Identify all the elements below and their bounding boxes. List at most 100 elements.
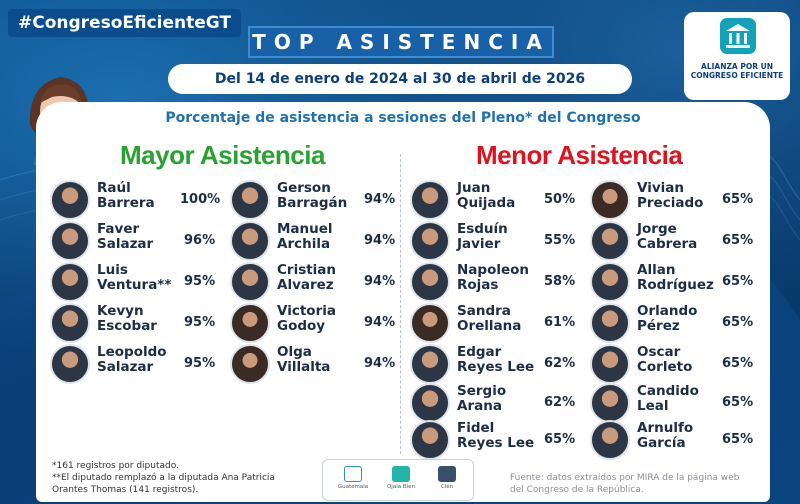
deputy-card: Allan Rodríguez 65%	[590, 262, 760, 302]
divider	[400, 154, 401, 454]
deputy-photo	[50, 303, 90, 343]
deputy-photo	[410, 180, 450, 220]
deputy-photo	[410, 344, 450, 384]
attendance-percent: 94%	[364, 274, 396, 289]
attendance-percent: 96%	[184, 233, 216, 248]
attendance-percent: 94%	[364, 233, 396, 248]
deputy-name: Olga Villalta	[277, 344, 331, 375]
sponsor-logo: Cien	[427, 466, 467, 490]
footnote-1: *161 registros por diputado.	[52, 461, 179, 471]
deputy-name: Manuel Archila	[277, 221, 333, 252]
deputy-card: Fidel Reyes Lee 65%	[410, 420, 580, 460]
sponsor-icon	[344, 466, 362, 482]
building-icon	[720, 18, 756, 54]
deputy-photo	[590, 180, 630, 220]
deputy-name: Jorge Cabrera	[637, 221, 698, 252]
deputy-name: Napoleon Rojas	[457, 262, 530, 293]
deputy-card: Juan Quijada 50%	[410, 180, 580, 220]
deputy-name: Edgar Reyes Lee	[457, 344, 535, 375]
deputy-photo	[50, 344, 90, 384]
deputy-photo	[50, 180, 90, 220]
deputy-photo	[410, 383, 450, 423]
deputy-name: Allan Rodríguez	[637, 262, 714, 293]
deputy-name: Orlando Pérez	[637, 303, 698, 334]
deputy-name: Candido Leal	[637, 383, 699, 414]
high-attendance-title: Mayor Asistencia	[120, 140, 325, 170]
alliance-logo: ALIANZA POR UN CONGRESO EFICIENTE	[684, 12, 790, 100]
deputy-photo	[230, 180, 270, 220]
attendance-percent: 65%	[722, 274, 754, 289]
deputy-card: Oscar Corleto 65%	[590, 344, 760, 384]
attendance-percent: 65%	[722, 315, 754, 330]
deputy-photo	[590, 221, 630, 261]
attendance-percent: 55%	[544, 233, 576, 248]
deputy-card: Candido Leal 65%	[590, 383, 760, 423]
deputy-name: Arnulfo García	[637, 420, 694, 451]
deputy-name: Sergio Arana	[457, 383, 507, 414]
deputy-name: Faver Salazar	[97, 221, 154, 252]
deputy-photo	[230, 344, 270, 384]
deputy-name: Cristian Alvarez	[277, 262, 337, 293]
attendance-percent: 58%	[544, 274, 576, 289]
deputy-name: Leopoldo Salazar	[97, 344, 167, 375]
hashtag-badge: #CongresoEficienteGT	[8, 9, 242, 37]
deputy-name: Juan Quijada	[457, 180, 516, 211]
deputy-card: Luis Ventura** 95%	[50, 262, 220, 302]
deputy-photo	[590, 420, 630, 460]
attendance-percent: 50%	[544, 192, 576, 207]
logo-line-1: ALIANZA POR UN	[701, 62, 773, 71]
footnotes: *161 registros por diputado. **El diputa…	[52, 460, 302, 496]
logo-text: ALIANZA POR UN CONGRESO EFICIENTE	[688, 62, 786, 80]
deputy-name: Victoria Godoy	[277, 303, 336, 334]
deputy-card: Gerson Barragán 94%	[230, 180, 400, 220]
attendance-percent: 62%	[544, 356, 576, 371]
deputy-photo	[590, 383, 630, 423]
attendance-percent: 94%	[364, 192, 396, 207]
deputy-card: Jorge Cabrera 65%	[590, 221, 760, 261]
attendance-percent: 65%	[544, 432, 576, 447]
deputy-card: Manuel Archila 94%	[230, 221, 400, 261]
deputy-photo	[590, 303, 630, 343]
deputy-card: Esduín Javier 55%	[410, 221, 580, 261]
deputy-card: Napoleon Rojas 58%	[410, 262, 580, 302]
sponsor-icon	[438, 466, 456, 482]
deputy-card: Vivian Preciado 65%	[590, 180, 760, 220]
chart-subtitle: Porcentaje de asistencia a sesiones del …	[165, 110, 641, 126]
attendance-percent: 94%	[364, 356, 396, 371]
sponsor-logo: Ojala Bien	[381, 466, 421, 490]
deputy-name: Luis Ventura**	[97, 262, 172, 293]
deputy-card: Victoria Godoy 94%	[230, 303, 400, 343]
deputy-card: Orlando Pérez 65%	[590, 303, 760, 343]
deputy-name: Vivian Preciado	[637, 180, 704, 211]
source-note: Fuente: datos extraídos por MIRA de la p…	[510, 473, 740, 495]
deputy-photo	[50, 221, 90, 261]
deputy-name: Oscar Corleto	[637, 344, 693, 375]
attendance-percent: 94%	[364, 315, 396, 330]
deputy-name: Sandra Orellana	[457, 303, 522, 334]
deputy-photo	[590, 344, 630, 384]
attendance-percent: 95%	[184, 356, 216, 371]
logo-line-2: CONGRESO EFICIENTE	[690, 71, 784, 80]
page-title: TOP ASISTENCIA	[248, 26, 554, 58]
deputy-photo	[50, 262, 90, 302]
attendance-percent: 65%	[722, 192, 754, 207]
deputy-card: Kevyn Escobar 95%	[50, 303, 220, 343]
deputy-photo	[230, 262, 270, 302]
sponsor-logo: Guatemala	[333, 466, 373, 490]
content-panel: Porcentaje de asistencia a sesiones del …	[36, 102, 770, 502]
deputy-card: Raúl Barrera 100%	[50, 180, 220, 220]
deputy-name: Gerson Barragán	[277, 180, 348, 211]
attendance-percent: 100%	[180, 192, 221, 207]
sponsor-icon	[392, 466, 410, 482]
sponsor-logos: Guatemala Ojala Bien Cien	[322, 459, 474, 501]
deputy-photo	[230, 303, 270, 343]
low-attendance-title: Menor Asistencia	[476, 140, 683, 170]
deputy-photo	[410, 221, 450, 261]
deputy-card: Arnulfo García 65%	[590, 420, 760, 460]
attendance-percent: 65%	[722, 356, 754, 371]
deputy-photo	[410, 303, 450, 343]
attendance-percent: 95%	[184, 315, 216, 330]
deputy-photo	[410, 262, 450, 302]
deputy-photo	[590, 262, 630, 302]
